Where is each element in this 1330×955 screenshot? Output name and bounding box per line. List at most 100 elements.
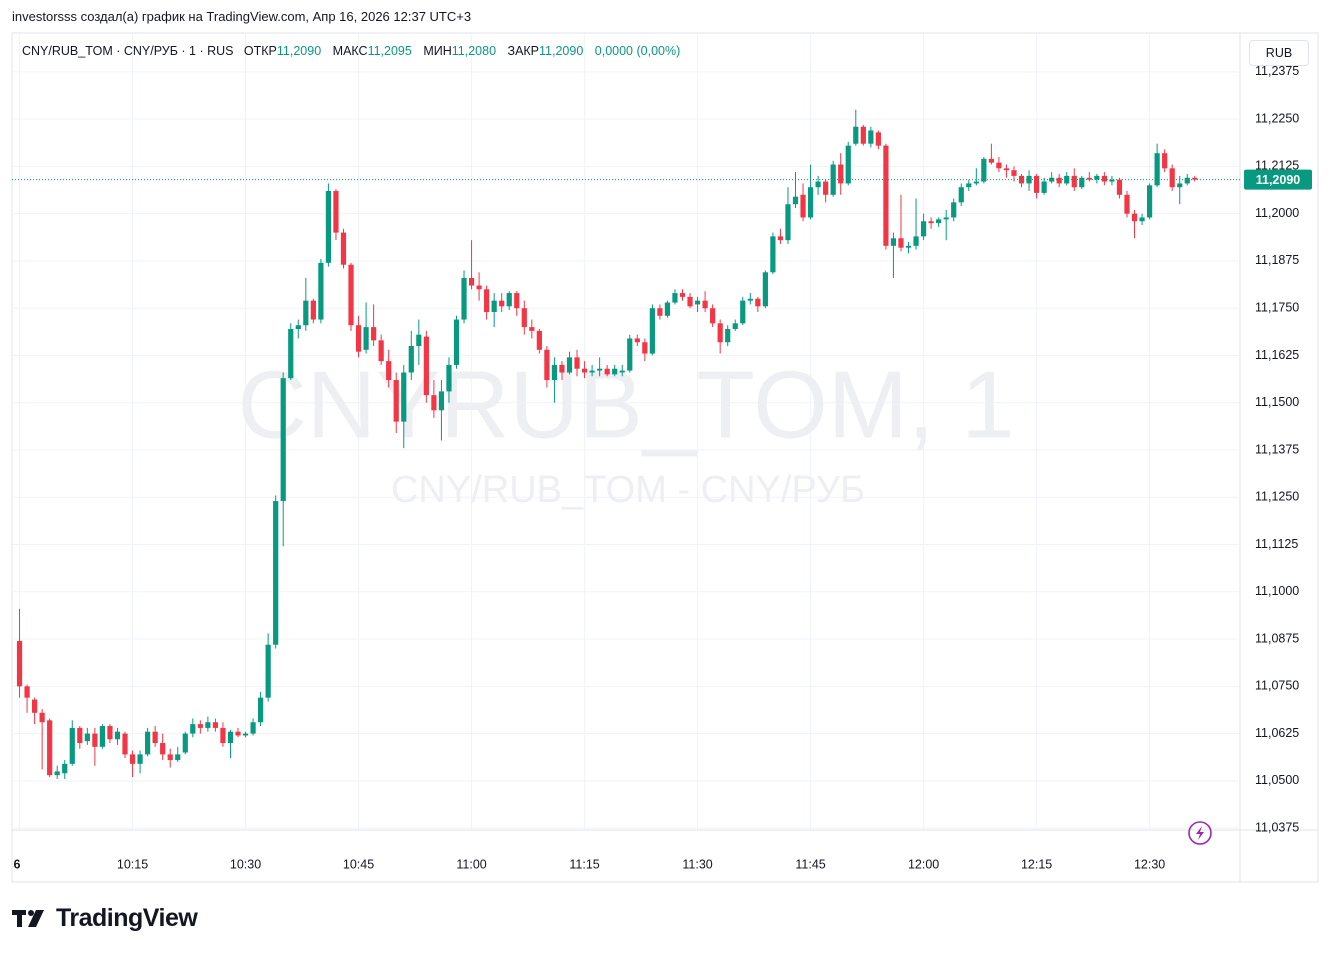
grid [12, 33, 1240, 830]
change: 0,0000 (0,00%) [594, 44, 681, 58]
candle-body [506, 293, 512, 307]
candle-body [710, 308, 716, 324]
candle-body [1162, 153, 1168, 169]
candle-body [988, 158, 994, 163]
candle-body [1169, 168, 1175, 188]
candle-body [1131, 213, 1138, 222]
candle-body [823, 181, 829, 195]
candle-body [1192, 177, 1198, 180]
candle-body [898, 238, 904, 248]
candle-body [913, 236, 919, 246]
candle-body [107, 726, 113, 740]
alert-bolt [1196, 826, 1204, 840]
candle-body [589, 370, 595, 373]
candle-body [732, 323, 738, 330]
candle-body [295, 325, 301, 330]
watermark-subtitle: CNY/RUB_TOM - CNY/РУБ [391, 469, 865, 511]
y-tick-label: 11,0625 [1255, 726, 1299, 740]
x-tick-label: 12:30 [1134, 857, 1165, 871]
candle-body [1003, 168, 1010, 171]
y-tick-label: 11,1625 [1255, 348, 1299, 362]
candle-body [461, 277, 467, 320]
candle-body [416, 334, 422, 347]
currency-button[interactable]: RUB [1249, 40, 1309, 66]
low-label: МИН [423, 44, 452, 58]
candle-body [258, 697, 264, 723]
x-tick-label: 11:00 [456, 857, 486, 871]
candle-body [981, 158, 987, 182]
candle-body [1056, 177, 1062, 184]
candle-body [747, 298, 753, 301]
y-tick-label: 11,1500 [1255, 395, 1299, 409]
candle-body [499, 300, 505, 307]
candle-body [800, 194, 806, 218]
y-tick-label: 11,2000 [1255, 206, 1299, 220]
candle-body [1139, 217, 1145, 222]
candle-body [355, 325, 362, 352]
candle-body [24, 686, 30, 698]
candle-body [423, 336, 429, 396]
y-tick-label: 11,1375 [1255, 442, 1299, 456]
candle-body [340, 232, 347, 265]
candle-body [996, 162, 1002, 169]
candle-body [581, 368, 588, 373]
x-tick-label: 11:30 [682, 857, 712, 871]
candle-body [514, 293, 520, 309]
x-tick-label: 10:45 [343, 857, 374, 871]
candle-body [265, 644, 271, 698]
alert-icon[interactable] [1188, 821, 1212, 845]
candle-body [325, 190, 332, 263]
high-label: МАКС [332, 44, 368, 58]
candle-body [250, 722, 256, 734]
candle-body [890, 238, 897, 246]
candle-body [830, 164, 836, 195]
watermark: CNYRUB_TOM, 1 [237, 351, 1014, 458]
candle-body [303, 300, 309, 326]
candle-body [702, 300, 708, 309]
candle-body [1184, 177, 1190, 184]
candle-body [612, 368, 618, 375]
y-tick-label: 11,1250 [1255, 490, 1299, 504]
candle-body [1154, 153, 1160, 186]
candle-body [725, 329, 731, 343]
candle-body [333, 190, 339, 233]
candle-body [1177, 183, 1183, 188]
candle-body [1033, 175, 1040, 193]
y-tick-label: 11,2375 [1255, 64, 1299, 78]
logo-part [28, 910, 34, 916]
candle-body [114, 731, 121, 740]
logo-icon [12, 910, 44, 927]
candle-body [129, 754, 136, 764]
candle-body [84, 733, 90, 742]
candle-body [951, 202, 957, 218]
candle-body [431, 395, 437, 411]
candle-body [627, 338, 633, 371]
candle-body [122, 733, 128, 755]
high-value: 11,2095 [367, 44, 412, 58]
logo-text: TradingView [56, 904, 198, 932]
candle-body [446, 364, 452, 392]
candle-body [438, 391, 445, 411]
y-tick-label: 11,0375 [1255, 820, 1299, 834]
candle-body [16, 640, 23, 687]
candle-body [973, 181, 979, 184]
candle-body [378, 340, 384, 362]
y-tick-label: 11,2250 [1255, 111, 1299, 125]
close-value: 11,2090 [539, 44, 584, 58]
candle-body [679, 293, 686, 297]
candle-body [785, 204, 791, 241]
candle-body [363, 327, 369, 350]
candle-body [227, 731, 234, 744]
candle-body [32, 699, 38, 713]
candle-body [310, 300, 316, 320]
candle-body [807, 187, 814, 218]
candle-body [273, 501, 279, 645]
y-tick-label: 11,1000 [1255, 584, 1299, 598]
candle-body [777, 236, 784, 241]
candle-body [1041, 181, 1047, 193]
candle-body [1086, 177, 1092, 180]
candle-body [536, 330, 542, 350]
candle-body [521, 308, 527, 328]
candle-body [288, 329, 294, 379]
